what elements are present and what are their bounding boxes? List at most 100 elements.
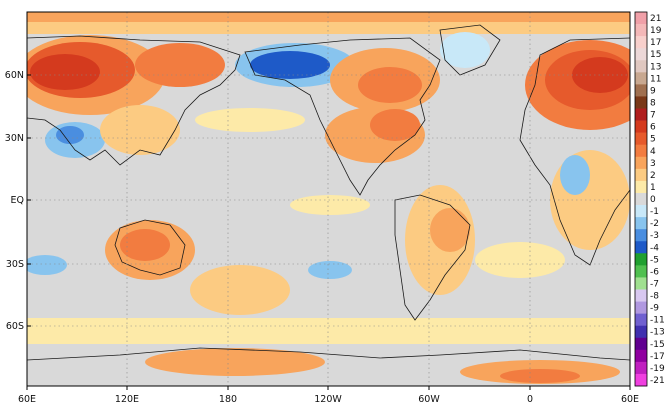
colorbar-label: -6	[650, 267, 659, 277]
alaska-cool-core	[250, 51, 330, 79]
colorbar-label: 7	[650, 111, 656, 121]
colorbar-label: -11	[650, 316, 665, 326]
colorbar-swatch	[635, 48, 647, 61]
greenland-outline	[439, 24, 501, 76]
graticule	[27, 12, 630, 386]
colorbar-swatch	[635, 84, 647, 97]
colorbar-swatch	[635, 241, 647, 254]
lat-label: 60N	[5, 70, 24, 81]
colorbar-swatch	[635, 60, 647, 73]
colorbar-swatch	[635, 265, 647, 278]
north-america-outline	[244, 37, 441, 196]
south-america-core	[430, 208, 470, 252]
australia-outline	[114, 219, 186, 276]
south-america-outline	[394, 194, 471, 321]
siberia-warm-core	[30, 54, 100, 90]
colorbar-label: -15	[650, 340, 665, 350]
lat-label: 30N	[5, 133, 24, 144]
canada-warm-core	[358, 67, 422, 103]
colorbar-label: 1	[650, 183, 656, 193]
europe-africa-outline	[519, 37, 630, 266]
africa-cool	[560, 155, 590, 195]
colorbar-label: -13	[650, 328, 665, 338]
colorbar-swatch	[635, 361, 647, 375]
lon-label: 120W	[314, 394, 342, 405]
lon-label: 60E	[18, 394, 36, 405]
colorbar-swatch	[635, 36, 647, 49]
colorbar-swatch	[635, 144, 647, 158]
indian-ocean-cool	[27, 255, 67, 275]
colorbar-swatch	[635, 325, 647, 339]
colorbar-swatch	[635, 349, 647, 363]
colorbar-swatch	[635, 24, 647, 37]
usa-warm-core	[370, 109, 420, 141]
colorbar-label: 5	[650, 135, 656, 145]
colorbar-label: 15	[650, 50, 661, 60]
atlantic-warm	[475, 242, 565, 278]
colorbar-swatch	[635, 373, 647, 387]
colorbar-label: -7	[650, 279, 659, 289]
colorbar-swatch	[635, 168, 647, 182]
pacific-warm-1	[195, 108, 305, 132]
colorbar-swatch	[635, 120, 647, 133]
colorbar-swatch	[635, 132, 647, 146]
colorbar-label: 19	[650, 26, 662, 36]
colorbar-swatch	[635, 192, 647, 206]
pacific-warm-2	[290, 195, 370, 215]
colorbar-swatch	[635, 277, 647, 290]
colorbar: 2119171513119876543210-1-2-3-4-5-6-7-8-9…	[634, 11, 665, 387]
colorbar-swatch	[635, 205, 647, 218]
colorbar-label: 17	[650, 38, 661, 48]
axis-ticks	[26, 74, 631, 390]
colorbar-swatch	[635, 96, 647, 109]
colorbar-label: -21	[650, 376, 665, 386]
south-pacific-warm	[190, 265, 290, 315]
colorbar-label: -2	[650, 219, 659, 229]
south-pacific-cool	[308, 261, 352, 279]
colorbar-label: -4	[650, 243, 659, 253]
colorbar-swatch	[635, 253, 647, 266]
australia-core	[120, 229, 170, 261]
colorbar-swatch	[635, 313, 647, 326]
colorbar-label: -9	[650, 304, 659, 314]
eurasia-left-outline	[27, 35, 241, 166]
colorbar-label: -17	[650, 352, 665, 362]
colorbar-swatch	[635, 217, 647, 230]
colorbar-swatch	[635, 180, 647, 194]
colorbar-label: -5	[650, 255, 659, 265]
colorbar-label: 2	[650, 171, 656, 181]
colorbar-swatch	[635, 289, 647, 302]
southern-ocean-warm	[27, 318, 630, 344]
antarctica-warm-core	[500, 369, 580, 383]
colorbar-border	[634, 11, 648, 387]
lat-label: 60S	[6, 321, 24, 332]
colorbar-label: 9	[650, 86, 656, 96]
map-panel: 60N 30N EQ 30S 60S 60E 120E 180 120W 60W…	[5, 11, 639, 405]
colorbar-swatch	[635, 229, 647, 242]
colorbar-label: 8	[650, 99, 656, 109]
antarctica-warm-1	[145, 348, 325, 376]
latitude-labels: 60N 30N EQ 30S 60S	[5, 70, 24, 332]
longitude-labels: 60E 120E 180 120W 60W 0 60E	[18, 394, 639, 405]
greenland-cool	[440, 32, 490, 68]
colorbar-label: 11	[650, 74, 661, 84]
lon-label: 0	[527, 394, 533, 405]
colorbar-label: 0	[650, 195, 656, 205]
china-cool-core	[56, 126, 84, 144]
colorbar-swatch	[635, 301, 647, 314]
colorbar-label: -8	[650, 292, 659, 302]
colorbar-label: 3	[650, 159, 656, 169]
colorbar-label: 13	[650, 62, 661, 72]
lon-label: 120E	[115, 394, 139, 405]
lon-label: 180	[219, 394, 237, 405]
colorbar-label: 21	[650, 14, 661, 24]
colorbar-label: -3	[650, 231, 659, 241]
colorbar-swatch	[635, 108, 647, 121]
colorbar-label: 4	[650, 147, 656, 157]
colorbar-label: -19	[650, 364, 665, 374]
colorbar-label: -1	[650, 207, 659, 217]
lat-label: 30S	[6, 259, 24, 270]
colorbar-swatch	[635, 72, 647, 85]
lon-label: 60W	[418, 394, 440, 405]
coastlines	[27, 24, 630, 361]
